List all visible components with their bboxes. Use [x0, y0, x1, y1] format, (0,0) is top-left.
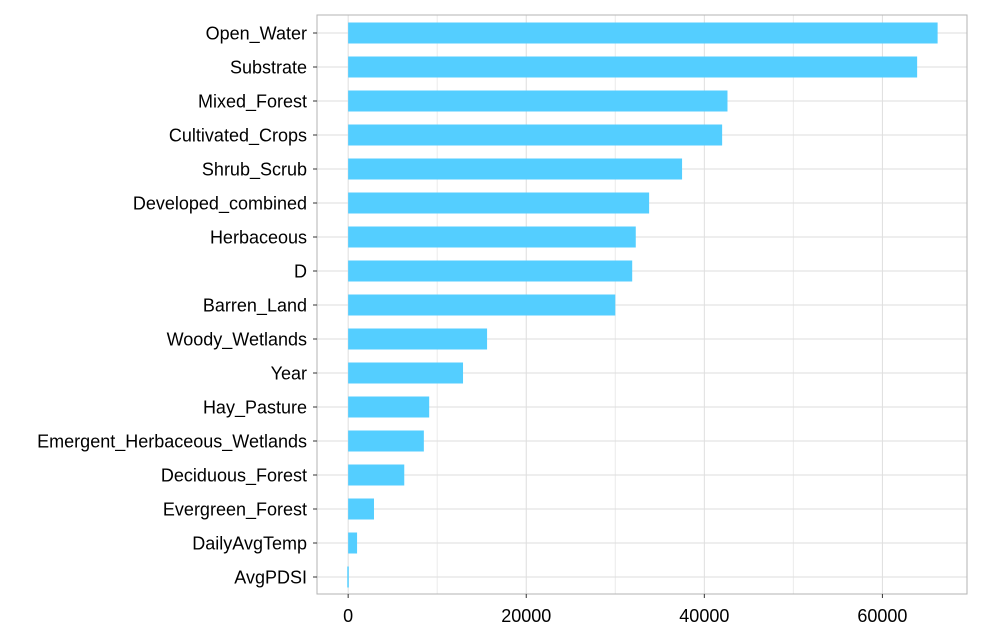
bar-shrub-scrub [348, 158, 683, 180]
value-axis-labels: 0 20000 40000 60000 [343, 594, 907, 626]
bar-dailyavgtemp [348, 532, 358, 554]
y-tick-label: DailyAvgTemp [192, 534, 307, 554]
bar-d [348, 260, 633, 282]
bar-year [348, 362, 464, 384]
bar-evergreen-forest [348, 498, 374, 520]
y-tick-label: Hay_Pasture [203, 398, 307, 419]
y-tick-label: Evergreen_Forest [163, 500, 307, 521]
bar-developed-combined [348, 192, 650, 214]
y-tick-label: Open_Water [206, 24, 307, 45]
bar-cultivated-crops [348, 124, 723, 146]
y-tick-label: Emergent_Herbaceous_Wetlands [37, 432, 307, 453]
y-tick-label: Cultivated_Crops [169, 126, 307, 147]
bar-substrate [348, 56, 918, 78]
bars [347, 22, 938, 588]
category-axis-labels: Open_Water Substrate Mixed_Forest Cultivate… [37, 24, 317, 588]
y-tick-label: Shrub_Scrub [202, 160, 307, 181]
bar-woody-wetlands [348, 328, 488, 350]
bar-deciduous-forest [348, 464, 405, 486]
y-tick-label: Year [271, 364, 307, 384]
y-tick-label: AvgPDSI [234, 568, 307, 588]
y-tick-label: Herbaceous [210, 228, 307, 248]
y-tick-label: D [294, 262, 307, 282]
bar-herbaceous [348, 226, 636, 248]
x-tick-label: 20000 [501, 606, 551, 626]
bar-mixed-forest [348, 90, 728, 112]
y-tick-label: Barren_Land [203, 296, 307, 317]
bar-hay-pasture [348, 396, 430, 418]
x-tick-label: 0 [343, 606, 353, 626]
y-tick-label: Mixed_Forest [198, 92, 307, 113]
y-tick-label: Substrate [230, 58, 307, 78]
x-tick-label: 40000 [679, 606, 729, 626]
bar-avgpdsi [347, 566, 349, 588]
y-tick-label: Woody_Wetlands [167, 330, 307, 351]
bar-emergent-herbaceous-wetlands [348, 430, 424, 452]
bar-open-water [348, 22, 938, 44]
x-tick-label: 60000 [857, 606, 907, 626]
bar-barren-land [348, 294, 616, 316]
y-tick-label: Deciduous_Forest [161, 466, 307, 487]
y-tick-label: Developed_combined [133, 194, 307, 215]
